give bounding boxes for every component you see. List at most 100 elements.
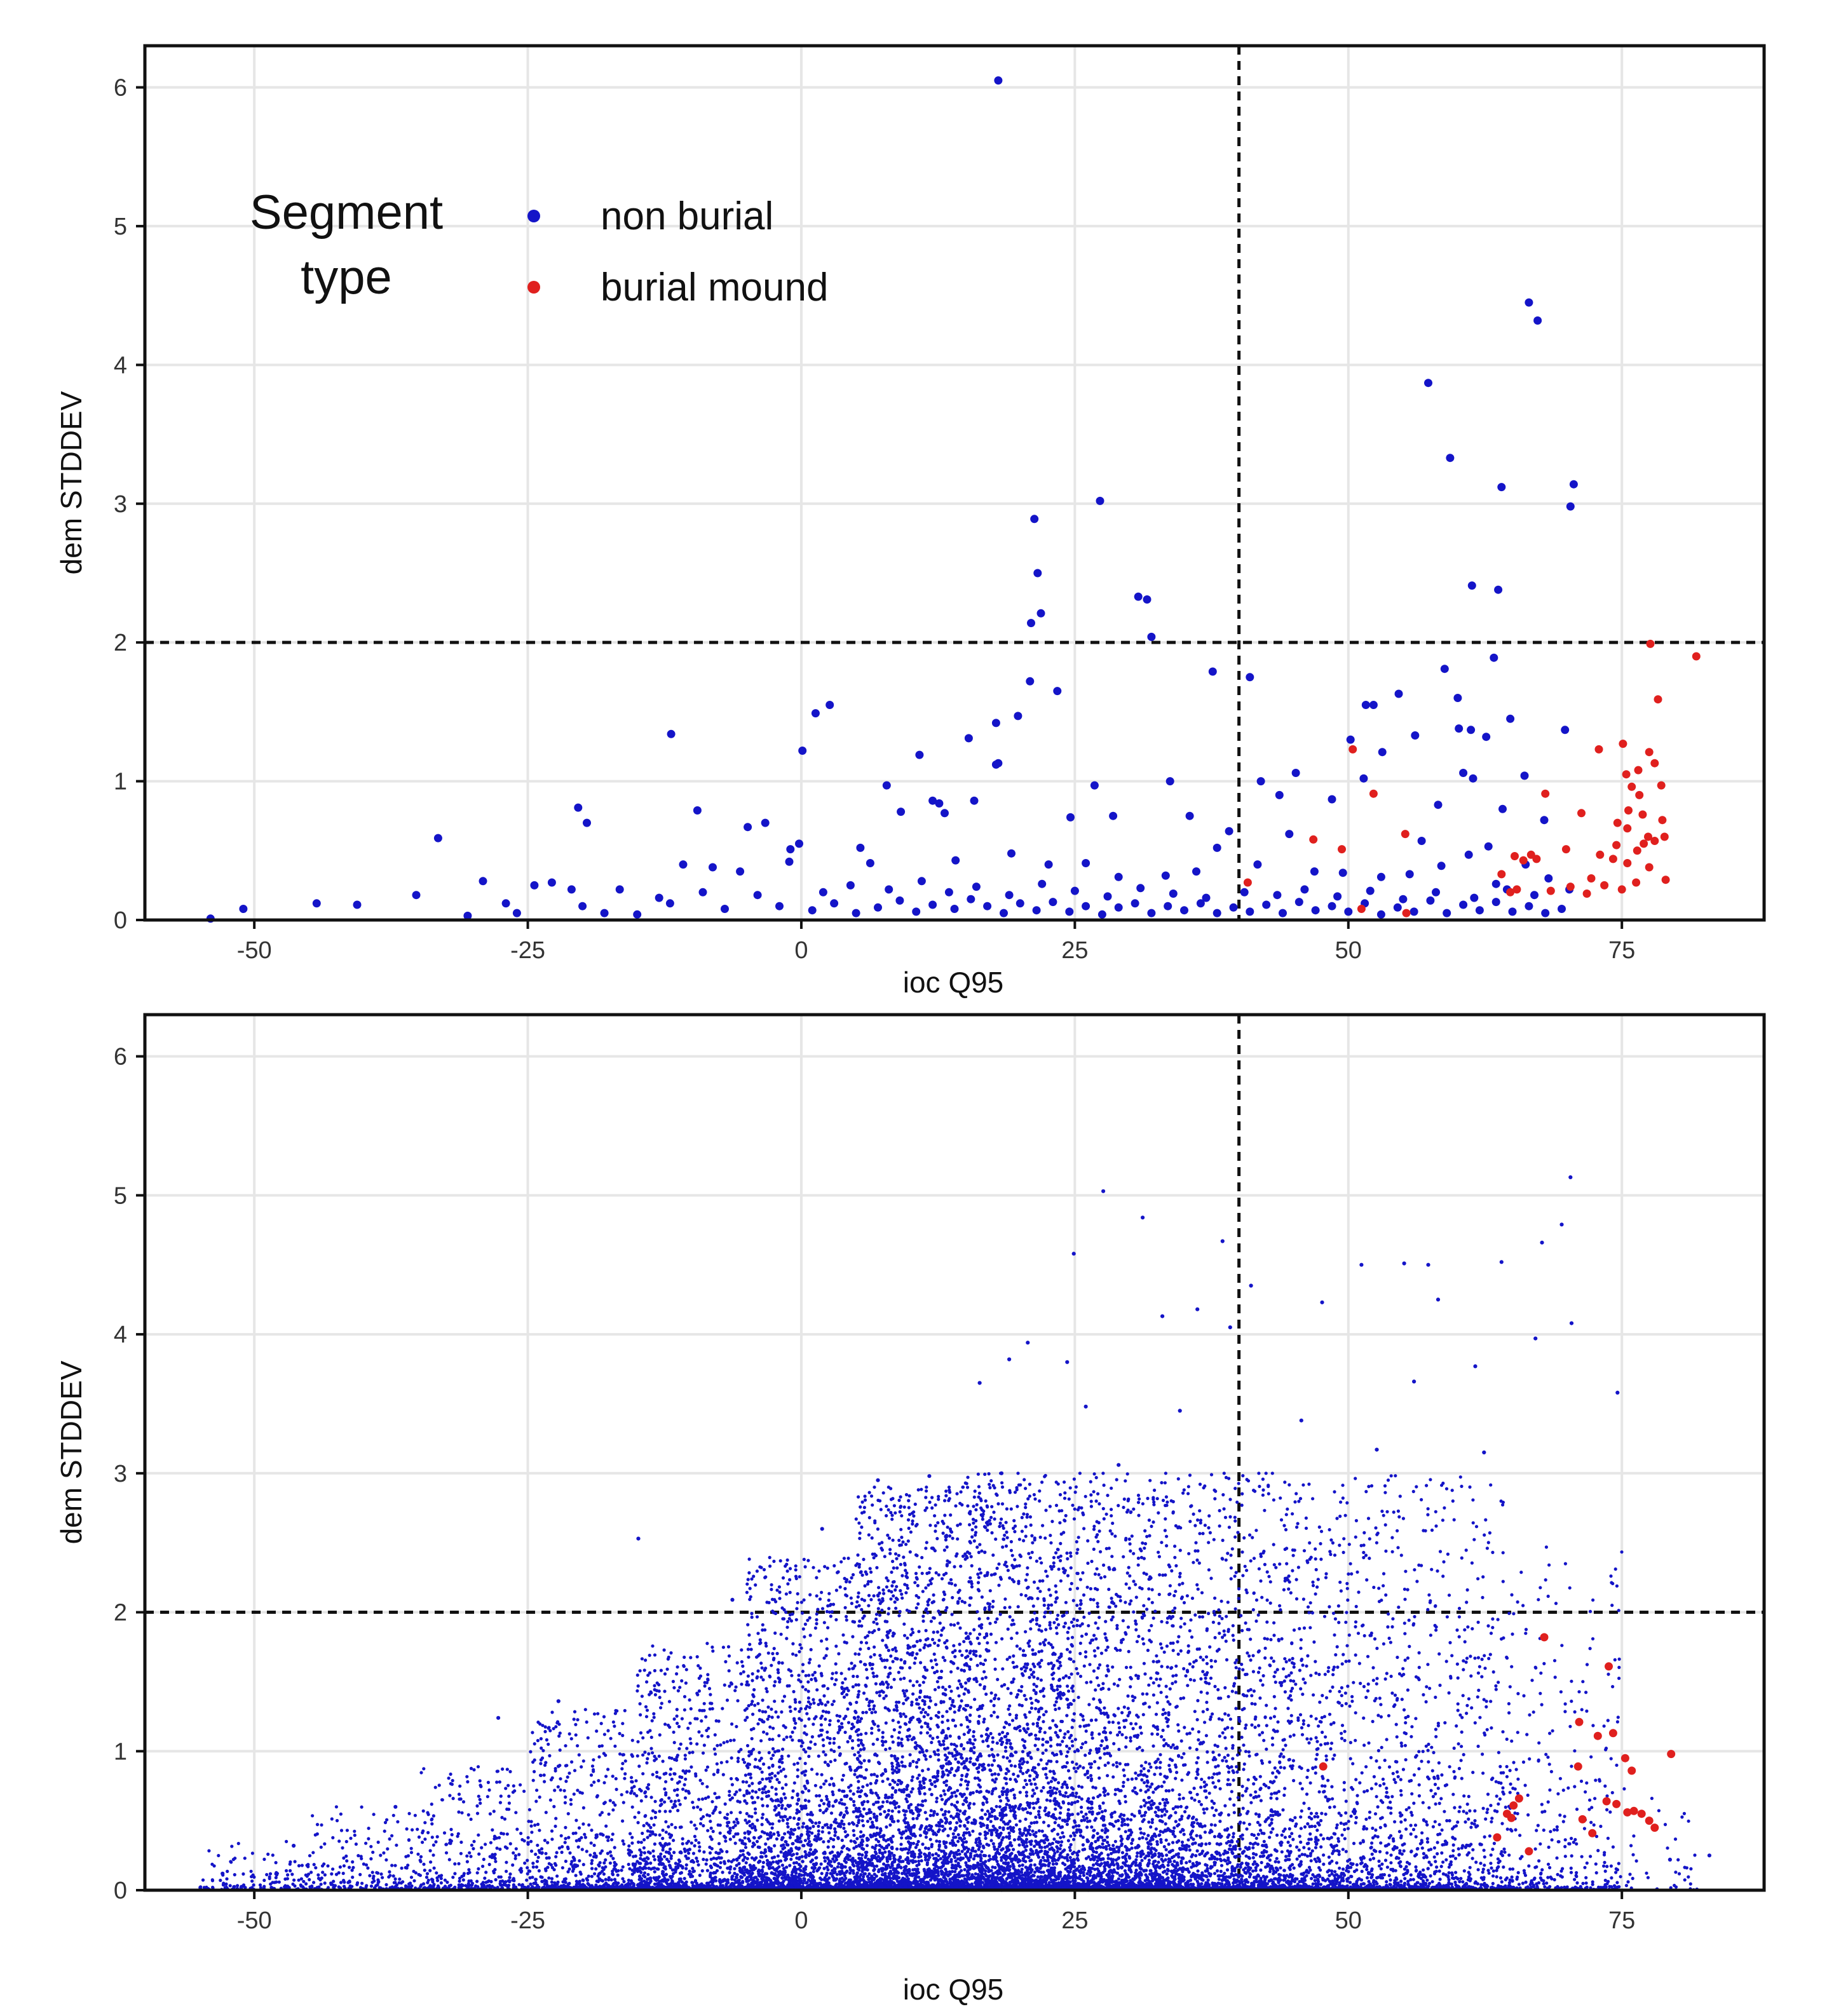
density-point bbox=[669, 1799, 673, 1803]
density-point bbox=[733, 1841, 737, 1845]
non-burial-point-40 bbox=[798, 747, 807, 755]
density-point bbox=[842, 1557, 846, 1560]
density-point bbox=[795, 1852, 799, 1856]
density-point bbox=[844, 1835, 848, 1839]
density-point bbox=[457, 1862, 461, 1865]
density-point bbox=[797, 1810, 801, 1813]
density-point bbox=[944, 1783, 948, 1787]
density-point bbox=[544, 1851, 548, 1855]
density-point bbox=[360, 1881, 364, 1885]
density-point bbox=[793, 1726, 797, 1730]
density-point bbox=[840, 1846, 844, 1850]
density-point bbox=[845, 1806, 848, 1810]
density-point bbox=[602, 1733, 607, 1736]
density-point bbox=[780, 1661, 784, 1665]
density-point bbox=[529, 1820, 533, 1823]
density-point bbox=[698, 1883, 702, 1887]
density-point bbox=[634, 1779, 638, 1783]
density-point bbox=[817, 1867, 821, 1871]
burial-mound-point-14 bbox=[1657, 781, 1666, 790]
density-point bbox=[560, 1845, 564, 1849]
density-point bbox=[915, 1640, 919, 1644]
density-point bbox=[544, 1811, 548, 1815]
density-point bbox=[712, 1857, 716, 1860]
density-point bbox=[466, 1780, 470, 1783]
density-point bbox=[292, 1878, 296, 1882]
density-point bbox=[932, 1593, 935, 1597]
density-point bbox=[285, 1877, 289, 1881]
density-point bbox=[779, 1850, 783, 1854]
density-point bbox=[765, 1689, 769, 1693]
density-point bbox=[537, 1869, 541, 1873]
density-point bbox=[881, 1639, 885, 1642]
density-point bbox=[744, 1842, 747, 1846]
non-burial-point-77 bbox=[1213, 843, 1221, 852]
density-point bbox=[317, 1885, 321, 1889]
density-point bbox=[681, 1769, 685, 1773]
density-point bbox=[718, 1831, 722, 1835]
density-point bbox=[495, 1780, 499, 1784]
burial-mound-point-33 bbox=[1623, 859, 1632, 867]
density-point bbox=[369, 1884, 374, 1888]
density-point bbox=[839, 1798, 843, 1802]
density-point bbox=[887, 1649, 890, 1653]
non-burial-point-150 bbox=[1294, 898, 1303, 907]
non-burial-point-31 bbox=[1014, 712, 1022, 720]
density-point bbox=[754, 1757, 757, 1761]
density-point bbox=[898, 1725, 902, 1729]
density-point bbox=[641, 1831, 644, 1836]
density-point bbox=[837, 1652, 841, 1656]
non-burial-point-191 bbox=[698, 888, 707, 896]
density-point bbox=[770, 1583, 773, 1586]
density-point bbox=[695, 1691, 699, 1695]
density-point bbox=[738, 1788, 742, 1792]
density-point bbox=[809, 1843, 813, 1847]
density-point bbox=[725, 1698, 730, 1702]
density-point bbox=[372, 1874, 376, 1878]
non-burial-point-190 bbox=[665, 899, 674, 908]
density-point bbox=[592, 1712, 597, 1716]
density-point bbox=[675, 1708, 679, 1712]
density-point bbox=[673, 1799, 677, 1803]
density-point bbox=[823, 1761, 827, 1764]
density-point bbox=[732, 1820, 736, 1824]
density-point bbox=[752, 1836, 756, 1839]
density-point bbox=[757, 1653, 761, 1656]
burial-mound-point-12 bbox=[1627, 782, 1636, 791]
density-point bbox=[774, 1710, 778, 1714]
density-point bbox=[634, 1854, 637, 1858]
density-point bbox=[777, 1771, 780, 1775]
non-burial-point-169 bbox=[885, 885, 893, 894]
burial-mound-point-15 bbox=[1577, 809, 1586, 818]
density-point bbox=[262, 1857, 266, 1861]
density-point bbox=[456, 1832, 460, 1836]
density-point bbox=[808, 1634, 812, 1637]
non-burial-point-182 bbox=[1300, 885, 1309, 894]
density-point bbox=[747, 1750, 751, 1754]
density-point bbox=[667, 1655, 670, 1659]
density-point bbox=[357, 1854, 360, 1858]
density-point bbox=[662, 1870, 665, 1874]
density-point bbox=[663, 1800, 667, 1804]
density-point bbox=[580, 1765, 583, 1769]
density-point bbox=[748, 1883, 752, 1887]
density-point bbox=[744, 1846, 748, 1850]
density-point bbox=[678, 1803, 682, 1806]
density-point bbox=[956, 1537, 960, 1541]
density-point bbox=[533, 1742, 536, 1746]
density-point bbox=[555, 1883, 559, 1886]
density-point bbox=[497, 1836, 501, 1839]
density-point bbox=[700, 1782, 704, 1785]
density-point bbox=[641, 1772, 645, 1776]
density-point bbox=[862, 1557, 866, 1561]
density-point bbox=[818, 1804, 822, 1808]
non-burial-point-116 bbox=[463, 911, 472, 920]
density-point bbox=[489, 1885, 494, 1889]
density-point bbox=[635, 1673, 639, 1677]
density-point bbox=[431, 1853, 435, 1857]
density-point bbox=[529, 1750, 533, 1754]
non-burial-point-121 bbox=[775, 902, 784, 910]
density-point bbox=[508, 1842, 512, 1846]
density-point bbox=[889, 1686, 893, 1689]
